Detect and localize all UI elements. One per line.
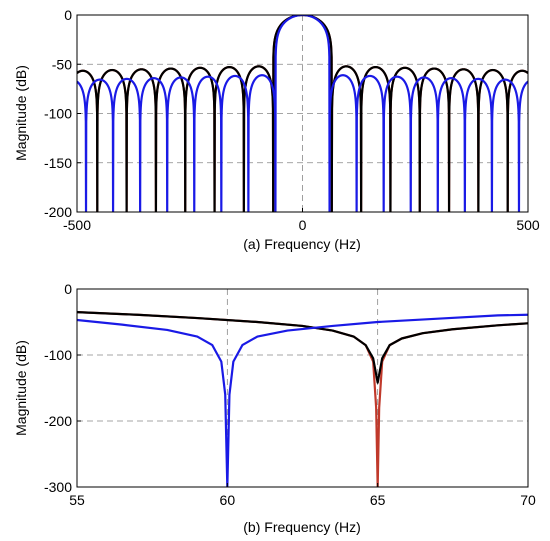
series-b [77,311,528,487]
x-tick-label: -500 [63,217,91,233]
axes-frame-b [76,288,529,488]
x-tick-label: 0 [299,217,307,233]
y-axis-label-a: Magnitude (dB) [13,65,29,161]
y-tick-label: -150 [44,155,72,171]
x-axis-label-b: (b) Frequency (Hz) [243,519,360,535]
panel-a-frequency-response: -500 0 500 0 -50 -100 -150 -200 (a) Frequency (… [13,7,540,252]
tick-labels-b: 55 60 65 70 0 -100 -200 -300 [44,281,536,508]
y-tick-label: 0 [64,7,72,23]
y-axis-label-b: Magnitude (dB) [13,340,29,436]
y-tick-label: -50 [52,56,72,72]
x-tick-label: 500 [516,217,540,233]
x-tick-label: 65 [370,492,386,508]
series-line-b-3 [77,313,528,487]
y-tick-label: -200 [44,413,72,429]
panel-b-zoomed-response: 55 60 65 70 0 -100 -200 -300 (b) Frequency (Hz)… [13,281,536,535]
x-axis-label-a: (a) Frequency (Hz) [243,236,360,252]
x-tick-label: 70 [520,492,536,508]
y-tick-label: -200 [44,204,72,220]
y-tick-label: -100 [44,347,72,363]
x-tick-label: 55 [69,492,85,508]
y-tick-label: -100 [44,106,72,122]
grid-a [77,15,528,212]
y-tick-label: 0 [64,281,72,297]
y-tick-label: -300 [44,479,72,495]
tick-labels-a: -500 0 500 0 -50 -100 -150 -200 [44,7,540,233]
series-line-b-2 [77,311,528,384]
x-tick-label: 60 [220,492,236,508]
series-a [77,15,528,212]
series-line-a-3 [77,15,528,212]
plot-area-b [77,289,528,487]
